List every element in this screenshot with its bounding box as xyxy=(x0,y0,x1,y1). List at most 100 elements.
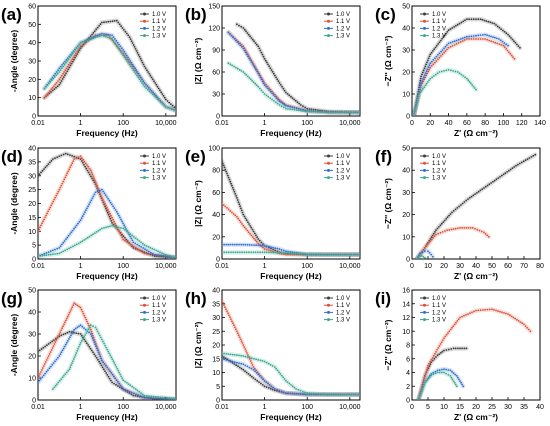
data-point xyxy=(85,238,87,240)
data-point xyxy=(236,23,238,26)
data-point xyxy=(75,47,78,50)
data-point xyxy=(268,89,270,91)
data-point xyxy=(63,63,66,66)
data-point xyxy=(92,31,95,34)
data-point xyxy=(289,252,292,255)
legend-marker xyxy=(143,19,146,23)
data-point xyxy=(117,228,120,231)
data-point xyxy=(163,396,166,399)
data-point xyxy=(67,369,69,372)
data-point xyxy=(250,367,253,370)
data-point xyxy=(260,241,263,244)
plot-area xyxy=(222,159,360,257)
data-point xyxy=(157,396,159,398)
data-point xyxy=(123,50,126,53)
data-point xyxy=(422,78,424,80)
data-point xyxy=(254,251,257,254)
data-point xyxy=(467,313,469,315)
data-point xyxy=(272,386,274,389)
data-point xyxy=(416,99,419,102)
data-point xyxy=(464,76,466,79)
data-point xyxy=(236,243,238,246)
data-point xyxy=(415,104,418,106)
data-point xyxy=(64,69,67,72)
data-point xyxy=(125,238,128,241)
data-point xyxy=(123,56,126,59)
data-point xyxy=(52,388,54,390)
data-point xyxy=(486,34,488,37)
data-point xyxy=(155,254,158,256)
data-point xyxy=(120,218,122,221)
data-point xyxy=(70,60,72,62)
data-point xyxy=(462,385,465,388)
data-point xyxy=(417,255,420,258)
data-point xyxy=(73,50,75,53)
legend-label: 1.3 V xyxy=(152,176,166,182)
data-point xyxy=(479,18,482,21)
x-tick-label: 0.01 xyxy=(31,404,45,411)
data-point xyxy=(240,367,243,370)
plot-frame xyxy=(411,5,541,117)
data-point xyxy=(443,368,445,370)
legend-marker xyxy=(423,168,426,172)
y-tick-label: 10 xyxy=(28,376,36,383)
data-point xyxy=(164,255,167,258)
data-point xyxy=(341,393,343,396)
data-point xyxy=(51,79,53,82)
data-point xyxy=(499,310,501,313)
data-point xyxy=(231,353,234,356)
x-tick-label: 0.01 xyxy=(215,263,229,270)
data-point xyxy=(143,85,146,88)
data-point xyxy=(62,65,65,68)
y-tick-label: 0 xyxy=(32,398,36,405)
data-point xyxy=(439,224,442,227)
x-tick-label: 30 xyxy=(504,404,512,411)
data-point xyxy=(76,326,79,329)
data-point xyxy=(109,370,111,372)
data-point xyxy=(88,38,90,41)
data-point xyxy=(88,173,91,176)
data-point xyxy=(53,88,56,90)
data-point xyxy=(62,241,65,244)
data-point xyxy=(122,388,125,390)
data-point xyxy=(93,30,96,32)
data-point xyxy=(475,309,477,312)
data-point xyxy=(517,320,520,322)
data-point xyxy=(424,373,427,376)
data-point xyxy=(285,91,287,94)
data-point xyxy=(245,219,248,222)
data-point xyxy=(240,43,243,46)
legend-label: 1.1 V xyxy=(432,161,446,167)
legend-label: 1.2 V xyxy=(336,310,350,316)
data-point xyxy=(170,397,173,400)
data-point xyxy=(278,82,281,84)
series-band xyxy=(222,351,360,397)
data-point xyxy=(145,252,148,255)
data-point xyxy=(457,318,460,321)
data-point xyxy=(242,71,245,73)
y-tick-label: 50 xyxy=(28,288,36,295)
data-point xyxy=(225,251,228,254)
data-point xyxy=(73,356,76,358)
data-point xyxy=(246,243,249,246)
data-point xyxy=(285,392,287,394)
data-point xyxy=(453,381,456,384)
y-tick-label: 80 xyxy=(212,168,220,175)
data-point xyxy=(100,357,102,360)
data-point xyxy=(293,392,296,395)
data-point xyxy=(223,251,226,254)
data-point xyxy=(245,371,248,374)
data-point xyxy=(48,82,50,85)
data-point xyxy=(82,213,85,216)
data-point xyxy=(128,392,131,395)
data-point xyxy=(499,176,501,178)
data-point xyxy=(242,45,245,48)
data-point xyxy=(242,224,245,227)
data-point xyxy=(291,252,294,255)
data-point xyxy=(111,358,114,361)
data-point xyxy=(168,101,171,104)
x-tick-label: 10 xyxy=(440,404,448,411)
data-point xyxy=(293,106,296,109)
data-point xyxy=(438,369,441,371)
y-tick-label: 50 xyxy=(28,22,36,29)
